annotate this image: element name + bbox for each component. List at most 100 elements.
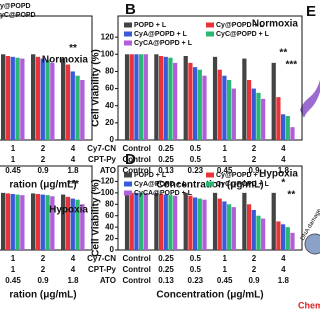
row-name: CPT-Py: [88, 155, 117, 164]
x-tick-label: 0.45: [5, 166, 21, 175]
significance: **: [279, 47, 287, 58]
legend-label: yC@POPD: [0, 12, 36, 19]
legend-label: POPD + L: [134, 172, 167, 179]
x-tick-label: Control: [122, 155, 150, 164]
bar: [242, 58, 247, 141]
bar: [75, 75, 80, 140]
legend-label: CyC@POPD + L: [216, 31, 270, 38]
bar: [261, 98, 266, 140]
bar: [168, 195, 173, 250]
x-tick-label: 2: [41, 265, 46, 274]
bar: [10, 56, 15, 140]
y-tick-label: 40: [105, 222, 114, 231]
y-axis-label: Cell Viability (%): [91, 179, 102, 257]
x-tick-label: 0.5: [190, 254, 202, 263]
panel-letter: E: [306, 3, 316, 20]
x-tick-label: Control: [122, 144, 150, 153]
chart-title: Hypoxia: [259, 169, 298, 180]
bar: [45, 195, 50, 250]
x-tick-label: 4: [71, 254, 76, 263]
x-tick-label: 1: [222, 155, 227, 164]
bar: [227, 80, 232, 140]
bar: [31, 54, 36, 140]
bar: [183, 56, 188, 140]
bar: [231, 207, 236, 250]
bar: [124, 192, 130, 250]
bar: [10, 194, 15, 250]
y-tick-label: 20: [105, 234, 114, 243]
panel-letter: D: [125, 151, 136, 168]
x-tick-label: 1.8: [278, 276, 290, 285]
bar: [217, 69, 222, 140]
y-tick-label: 80: [105, 67, 114, 76]
bar: [246, 80, 252, 140]
bar: [5, 56, 11, 140]
significance: **: [69, 43, 77, 54]
x-tick-label: 0.45: [217, 166, 233, 175]
bar: [285, 227, 290, 250]
significance: **: [287, 189, 295, 200]
plot-frame: [117, 165, 303, 251]
x-tick-label: 0.25: [158, 155, 174, 164]
x-tick-label: 4: [71, 265, 76, 274]
chart-panel: 0 20 40 60 80 100 120 Cy7-CN Control 0.25 0.5 1 2 4 CP…: [87, 1, 303, 191]
bar: [40, 194, 45, 250]
bar: [65, 196, 71, 250]
legend-label: CyA@POPD + L: [134, 181, 188, 188]
x-tick-label: 1: [11, 265, 16, 274]
chem-label: Cheme: [298, 300, 320, 310]
bar: [276, 97, 281, 140]
chart-title: Normoxia: [252, 19, 299, 30]
legend-swatch: [124, 31, 132, 37]
bar: [256, 92, 261, 140]
x-tick-label: 0.45: [217, 276, 233, 285]
x-tick-label: 4: [71, 155, 76, 164]
x-tick-label: 0.5: [190, 144, 202, 153]
row-name: ATO: [100, 166, 116, 175]
legend-label: CyA@POPD + L: [134, 31, 188, 38]
significance: ***: [67, 179, 79, 190]
x-axis-label: Concentration (μg/mL): [156, 290, 263, 301]
bar: [40, 58, 45, 141]
x-tick-label: 0.9: [37, 166, 49, 175]
x-tick-label: 4: [281, 144, 286, 153]
bar: [227, 204, 232, 250]
row-name: Cy7-CN: [87, 144, 116, 153]
x-tick-label: 1: [222, 265, 227, 274]
bar: [197, 69, 202, 140]
x-tick-label: 2: [252, 144, 257, 153]
legend-swatch: [124, 190, 132, 196]
bar: [222, 75, 227, 140]
bar: [173, 195, 178, 250]
bar: [80, 80, 85, 140]
bar: [134, 54, 139, 140]
x-tick-label: 2: [252, 155, 257, 164]
legend-swatch: [206, 22, 214, 28]
legend-label: Cy@POPD + L: [216, 22, 265, 29]
row-name: ATO: [100, 276, 116, 285]
bar: [188, 195, 193, 250]
x-tick-label: 2: [41, 144, 46, 153]
x-tick-label: 4: [281, 155, 286, 164]
bar: [20, 58, 25, 141]
bar: [61, 194, 66, 250]
y-tick-label: 80: [105, 199, 114, 208]
x-tick-label: 0.13: [158, 166, 174, 175]
y-tick-label: 100: [101, 188, 115, 197]
bar: [20, 195, 25, 250]
significance: ***: [285, 59, 297, 70]
bar: [188, 62, 193, 140]
y-tick-label: 0: [110, 135, 115, 144]
bar: [129, 54, 134, 140]
bar: [246, 204, 252, 250]
x-tick-label: 4: [281, 265, 286, 274]
bar: [50, 62, 55, 140]
chart-panel: 0 20 40 60 80 100 120 Cy7-CN Control 0.25 0.5 1 2 4 CP…: [87, 151, 303, 301]
bar: [192, 67, 198, 140]
bar: [70, 71, 75, 140]
bar: [1, 192, 6, 250]
bar: [242, 192, 247, 250]
bar: [154, 54, 159, 140]
bar: [35, 56, 41, 140]
x-tick-label: 2: [252, 254, 257, 263]
